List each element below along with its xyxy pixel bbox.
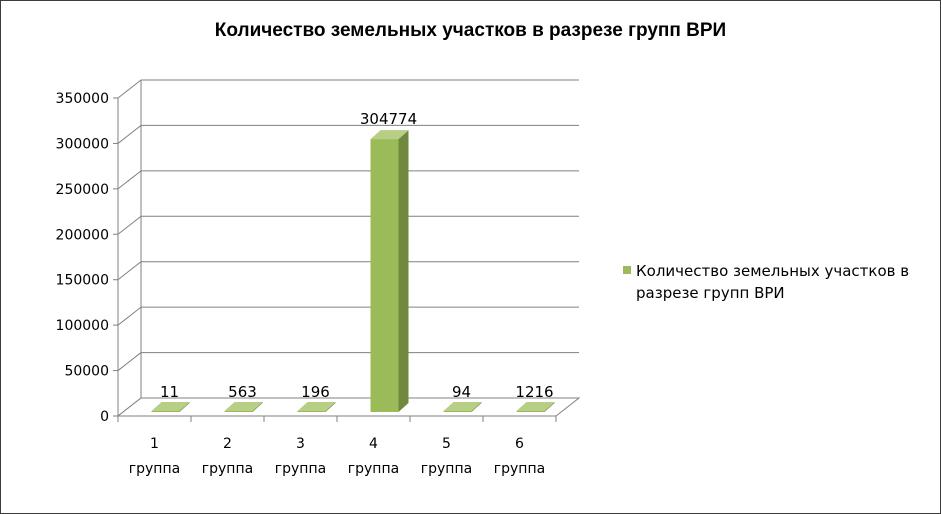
y-tick-label: 200000 bbox=[56, 227, 109, 243]
y-tick-label: 150000 bbox=[56, 273, 109, 289]
bar-side-5 bbox=[471, 402, 482, 412]
gridline-side-6 bbox=[117, 125, 142, 144]
bar-top-6 bbox=[516, 402, 555, 411]
gridline-side-5 bbox=[117, 170, 142, 190]
bar-top-5 bbox=[443, 402, 482, 411]
gridline-side-7 bbox=[117, 79, 142, 99]
y-tick-label: 350000 bbox=[56, 91, 109, 107]
chart-floor bbox=[116, 397, 581, 417]
bar-side-3 bbox=[325, 402, 336, 412]
bar-4 bbox=[370, 139, 399, 412]
bar-6 bbox=[516, 411, 545, 412]
x-category-label-2: 2 группа bbox=[202, 436, 253, 477]
bar-top-3 bbox=[297, 402, 336, 411]
data-label-2: 563 bbox=[228, 383, 257, 401]
gridline-side-2 bbox=[117, 306, 142, 326]
bar-3 bbox=[297, 411, 326, 412]
data-label-4: 304774 bbox=[360, 110, 417, 128]
gridline-side-4 bbox=[117, 215, 142, 235]
y-tick-label: 300000 bbox=[56, 136, 109, 152]
data-label-6: 1216 bbox=[515, 383, 553, 401]
bar-top-2 bbox=[224, 402, 263, 411]
y-tick-label: 0 bbox=[100, 409, 109, 425]
y-tick-label: 100000 bbox=[56, 318, 109, 334]
bar-side-4 bbox=[398, 130, 409, 412]
bar-top-4 bbox=[370, 130, 409, 140]
gridline-side-3 bbox=[117, 261, 142, 281]
x-category-label-1: 1 группа bbox=[129, 436, 180, 477]
bar-side-1 bbox=[179, 402, 190, 412]
bar-side-2 bbox=[252, 402, 263, 412]
x-category-label-6: 6 группа bbox=[494, 436, 545, 477]
x-category-label-3: 3 группа bbox=[275, 436, 326, 477]
bar-top-1 bbox=[151, 402, 190, 411]
y-tick-label: 50000 bbox=[64, 364, 109, 380]
data-label-5: 94 bbox=[452, 383, 471, 401]
bar-side-6 bbox=[544, 402, 555, 412]
legend-swatch bbox=[623, 266, 631, 274]
y-tick-label: 250000 bbox=[56, 182, 109, 198]
data-label-3: 196 bbox=[301, 383, 330, 401]
x-category-label-5: 5 группа bbox=[421, 436, 472, 477]
legend-entry: Количество земельных участков в разрезе … bbox=[636, 262, 910, 302]
legend: Количество земельных участков в разрезе … bbox=[623, 260, 923, 304]
bar-1 bbox=[151, 411, 180, 412]
chart-title: Количество земельных участков в разрезе … bbox=[214, 20, 727, 41]
data-label-1: 11 bbox=[160, 383, 179, 401]
bar-2 bbox=[224, 411, 253, 412]
bar-5 bbox=[443, 411, 472, 412]
x-category-label-4: 4 группа bbox=[348, 436, 399, 477]
gridline-side-1 bbox=[117, 352, 142, 371]
